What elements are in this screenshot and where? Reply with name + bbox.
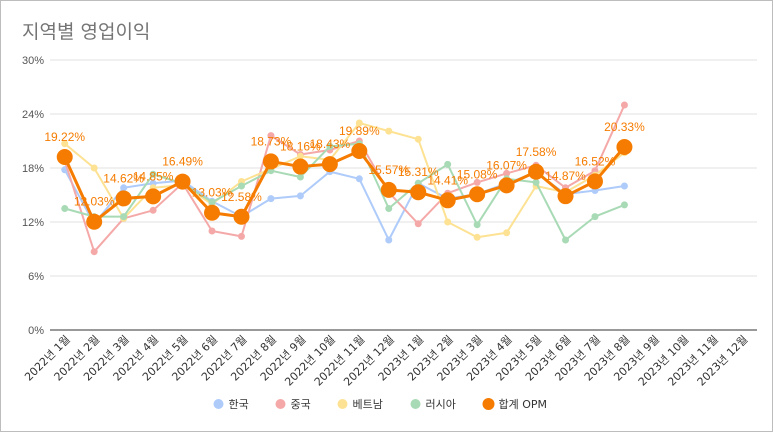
data-point bbox=[503, 169, 511, 177]
legend-marker bbox=[337, 399, 348, 409]
data-point bbox=[444, 160, 452, 168]
data-point bbox=[473, 221, 481, 229]
data-label: 14.87% bbox=[545, 169, 586, 183]
legend-marker bbox=[410, 399, 421, 409]
chart-title: 지역별 영업이익 bbox=[22, 21, 151, 43]
data-point bbox=[439, 192, 456, 209]
data-label: 15.08% bbox=[457, 167, 498, 181]
data-point bbox=[469, 186, 486, 203]
data-point bbox=[385, 236, 393, 244]
data-point bbox=[267, 132, 275, 140]
data-point bbox=[410, 184, 427, 201]
data-point bbox=[473, 233, 481, 241]
legend-marker bbox=[275, 399, 286, 409]
data-point bbox=[174, 173, 191, 190]
data-point bbox=[296, 173, 304, 181]
data-point bbox=[380, 181, 397, 198]
data-point bbox=[498, 177, 515, 194]
data-label: 14.85% bbox=[133, 169, 174, 183]
data-point bbox=[86, 213, 103, 230]
legend-label: 합계 OPM bbox=[499, 398, 548, 411]
legend-label: 한국 bbox=[229, 398, 249, 411]
data-point bbox=[414, 135, 422, 143]
data-point bbox=[616, 139, 633, 156]
data-point bbox=[149, 206, 157, 214]
legend-label: 중국 bbox=[291, 398, 311, 411]
data-label: 15.57% bbox=[368, 163, 409, 177]
data-label: 18.43% bbox=[310, 137, 351, 151]
data-point bbox=[444, 218, 452, 226]
data-label: 19.89% bbox=[339, 124, 380, 138]
series-line bbox=[63, 122, 626, 239]
data-label: 15.31% bbox=[398, 165, 439, 179]
y-tick-label: 0% bbox=[28, 325, 44, 337]
y-tick-label: 18% bbox=[22, 163, 44, 175]
y-tick-label: 30% bbox=[22, 55, 44, 67]
data-point bbox=[385, 127, 393, 135]
legend-marker bbox=[482, 398, 495, 410]
data-point bbox=[620, 101, 628, 109]
data-point bbox=[528, 163, 545, 180]
series-line bbox=[63, 142, 626, 241]
data-point bbox=[620, 201, 628, 209]
data-label: 12.03% bbox=[74, 195, 115, 209]
data-label: 18.73% bbox=[251, 134, 292, 148]
y-tick-label: 6% bbox=[28, 271, 44, 283]
data-point bbox=[267, 195, 275, 203]
data-label: 16.52% bbox=[575, 154, 616, 168]
data-point bbox=[292, 158, 309, 175]
data-point bbox=[149, 170, 157, 178]
data-point bbox=[233, 208, 250, 225]
data-label: 14.62% bbox=[103, 171, 144, 185]
data-point bbox=[237, 232, 245, 240]
data-point bbox=[562, 236, 570, 244]
data-label: 19.22% bbox=[44, 130, 85, 144]
data-point bbox=[262, 153, 279, 170]
data-point bbox=[414, 220, 422, 228]
data-point bbox=[473, 178, 481, 186]
data-point bbox=[115, 190, 132, 207]
data-point bbox=[503, 229, 511, 237]
legend-label: 베트남 bbox=[353, 398, 383, 411]
data-label: 16.49% bbox=[162, 155, 203, 169]
data-point bbox=[557, 188, 574, 205]
data-point bbox=[204, 204, 221, 221]
data-point bbox=[321, 156, 338, 173]
data-label: 14.41% bbox=[427, 173, 468, 187]
data-point bbox=[120, 184, 128, 192]
data-label: 20.33% bbox=[604, 120, 645, 134]
data-point bbox=[355, 175, 363, 183]
data-point bbox=[208, 198, 216, 206]
data-point bbox=[90, 248, 98, 256]
data-point bbox=[61, 140, 69, 148]
legend-label: 러시아 bbox=[426, 398, 456, 411]
data-label: 16.07% bbox=[486, 158, 527, 172]
data-point bbox=[145, 188, 162, 205]
legend-marker bbox=[213, 399, 224, 409]
data-point bbox=[120, 213, 128, 221]
data-point bbox=[591, 213, 599, 221]
data-point bbox=[620, 182, 628, 190]
data-point bbox=[326, 142, 334, 150]
data-point bbox=[355, 119, 363, 127]
y-tick-label: 24% bbox=[22, 109, 44, 121]
data-point bbox=[351, 142, 368, 159]
y-tick-label: 12% bbox=[22, 217, 44, 229]
data-point bbox=[61, 205, 69, 212]
data-label: 13.03% bbox=[192, 186, 233, 200]
data-point bbox=[586, 173, 603, 190]
data-point bbox=[56, 149, 73, 166]
data-point bbox=[208, 227, 216, 235]
data-label: 17.58% bbox=[516, 145, 557, 159]
data-point bbox=[532, 178, 540, 186]
data-label: 18.16% bbox=[280, 140, 321, 154]
data-point bbox=[385, 205, 393, 212]
data-point bbox=[90, 164, 98, 172]
data-point bbox=[237, 182, 245, 190]
data-label: 12.58% bbox=[221, 190, 262, 204]
data-point bbox=[296, 152, 304, 160]
data-point bbox=[296, 192, 304, 200]
